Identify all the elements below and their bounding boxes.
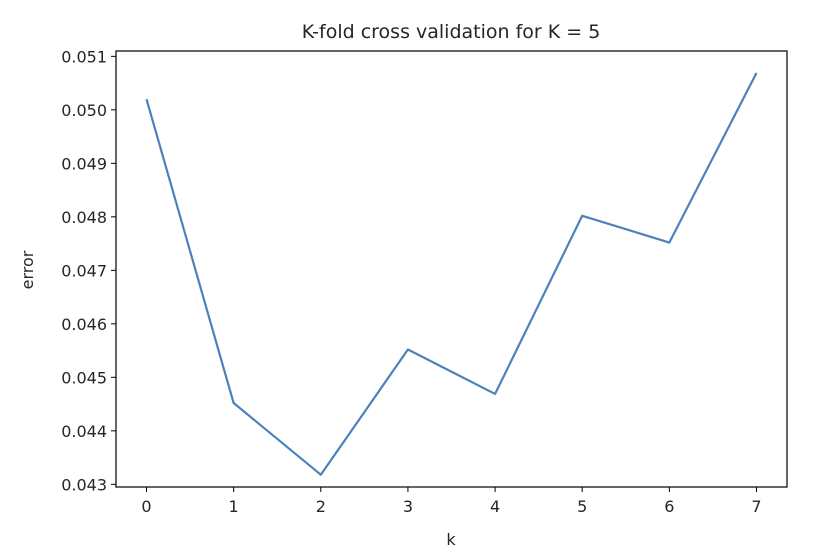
y-tick-label: 0.044: [61, 422, 107, 441]
x-tick-label: 3: [403, 497, 413, 516]
y-axis-label: error: [18, 250, 37, 289]
y-tick-label: 0.046: [61, 315, 107, 334]
y-tick-label: 0.049: [61, 154, 107, 173]
x-tick-label: 5: [577, 497, 587, 516]
plot-area: [115, 50, 788, 488]
x-tick-label: 2: [316, 497, 326, 516]
y-tick-label: 0.047: [61, 261, 107, 280]
y-tick-label: 0.048: [61, 208, 107, 227]
y-tick-label: 0.043: [61, 475, 107, 494]
error-series-line: [145, 72, 758, 476]
y-tick-label: 0.051: [61, 47, 107, 66]
y-tick-label: 0.045: [61, 368, 107, 387]
x-tick-label: 1: [229, 497, 239, 516]
x-axis-label: k: [446, 530, 456, 549]
series-layer: [145, 72, 758, 476]
y-axis: 0.043 0.044 0.045 0.046 0.047 0.048 0.049 0.050…: [61, 47, 116, 494]
x-tick-label: 6: [664, 497, 674, 516]
y-tick-label: 0.050: [61, 101, 107, 120]
x-tick-label: 4: [490, 497, 500, 516]
x-tick-label: 7: [751, 497, 761, 516]
x-tick-label: 0: [141, 497, 151, 516]
chart-title: K-fold cross validation for K = 5: [302, 21, 601, 43]
x-axis: 0 1 2 3 4 5 6 7: [141, 487, 762, 516]
